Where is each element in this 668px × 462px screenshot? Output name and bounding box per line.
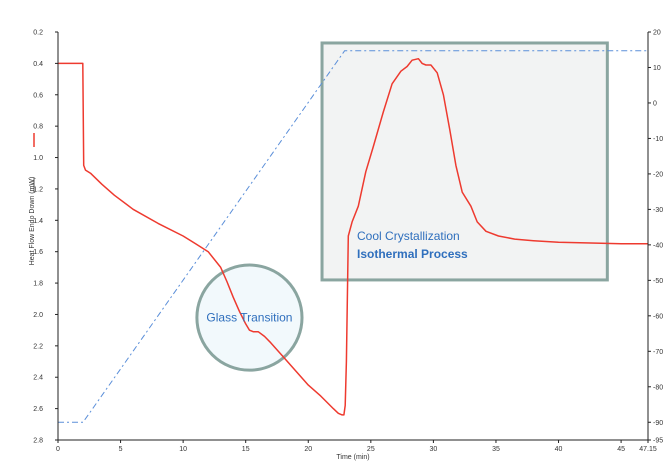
right-tick-label: 20 — [653, 30, 661, 37]
left-tick-label: 1.8 — [33, 281, 43, 288]
left-tick-label: 0.6 — [33, 92, 43, 99]
glass-transition-label: Glass Transition — [206, 311, 292, 325]
x-tick-label: 25 — [367, 446, 375, 453]
left-tick-label: 0.4 — [33, 61, 43, 68]
isothermal-process-label: Isothermal Process — [357, 247, 468, 261]
annotation-circle — [195, 263, 304, 372]
right-tick-label: -70 — [653, 349, 663, 356]
x-tick-label: 5 — [119, 446, 123, 453]
left-tick-label: 0.8 — [33, 124, 43, 131]
x-axis-label: Time (min) — [336, 454, 369, 461]
x-tick-label: 10 — [179, 446, 187, 453]
cool-crystallization-label: Cool Crystallization — [357, 229, 460, 243]
x-tick-label: 30 — [429, 446, 437, 453]
annotation-box — [320, 41, 609, 282]
x-tick-label: 47.15 — [639, 446, 657, 453]
right-tick-label: -60 — [653, 313, 663, 320]
x-tick-label: 45 — [617, 446, 625, 453]
right-tick-label: -20 — [653, 171, 663, 178]
x-tick-label: 0 — [56, 446, 60, 453]
right-tick-label: -10 — [653, 136, 663, 143]
left-tick-label: 2.6 — [33, 406, 43, 413]
left-tick-label: 2.8 — [33, 438, 43, 445]
right-tick-label: 0 — [653, 100, 657, 107]
right-tick-label: -30 — [653, 207, 663, 214]
right-tick-label: -50 — [653, 278, 663, 285]
left-tick-label: 1.4 — [33, 218, 43, 225]
right-tick-label: -40 — [653, 242, 663, 249]
left-tick-label: 2.2 — [33, 343, 43, 350]
x-tick-label: 15 — [242, 446, 250, 453]
left-tick-label: 1.6 — [33, 249, 43, 256]
x-tick-label: 20 — [304, 446, 312, 453]
right-tick-label: -90 — [653, 420, 663, 427]
right-tick-label: -95 — [653, 438, 663, 445]
left-axis-label: Heat Flow Endo Down (mW) — [29, 177, 36, 266]
right-tick-label: 10 — [653, 65, 661, 72]
left-tick-label: 0.2 — [33, 30, 43, 37]
x-tick-label: 40 — [555, 446, 563, 453]
heat-flow-line — [58, 57, 648, 416]
left-tick-label: 1.0 — [33, 155, 43, 162]
left-tick-label: 1.2 — [33, 186, 43, 193]
left-tick-label: 2.0 — [33, 312, 43, 319]
left-tick-label: 2.4 — [33, 375, 43, 382]
temperature-line — [58, 50, 648, 423]
x-tick-label: 35 — [492, 446, 500, 453]
right-tick-label: -80 — [653, 384, 663, 391]
